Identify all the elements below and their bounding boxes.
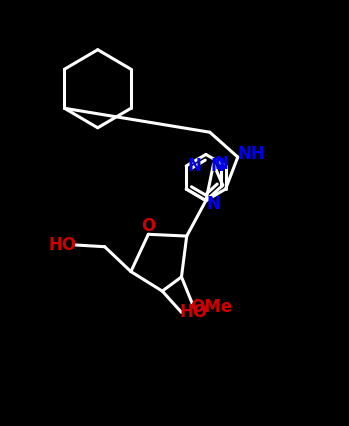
- Text: NH: NH: [237, 144, 265, 163]
- Text: N: N: [214, 155, 228, 173]
- Text: HO: HO: [49, 236, 77, 254]
- Text: O: O: [141, 218, 155, 236]
- Text: N: N: [187, 157, 201, 175]
- Text: OMe: OMe: [190, 298, 232, 316]
- Text: HO: HO: [180, 303, 208, 321]
- Text: N: N: [207, 195, 221, 213]
- Text: N: N: [211, 157, 225, 175]
